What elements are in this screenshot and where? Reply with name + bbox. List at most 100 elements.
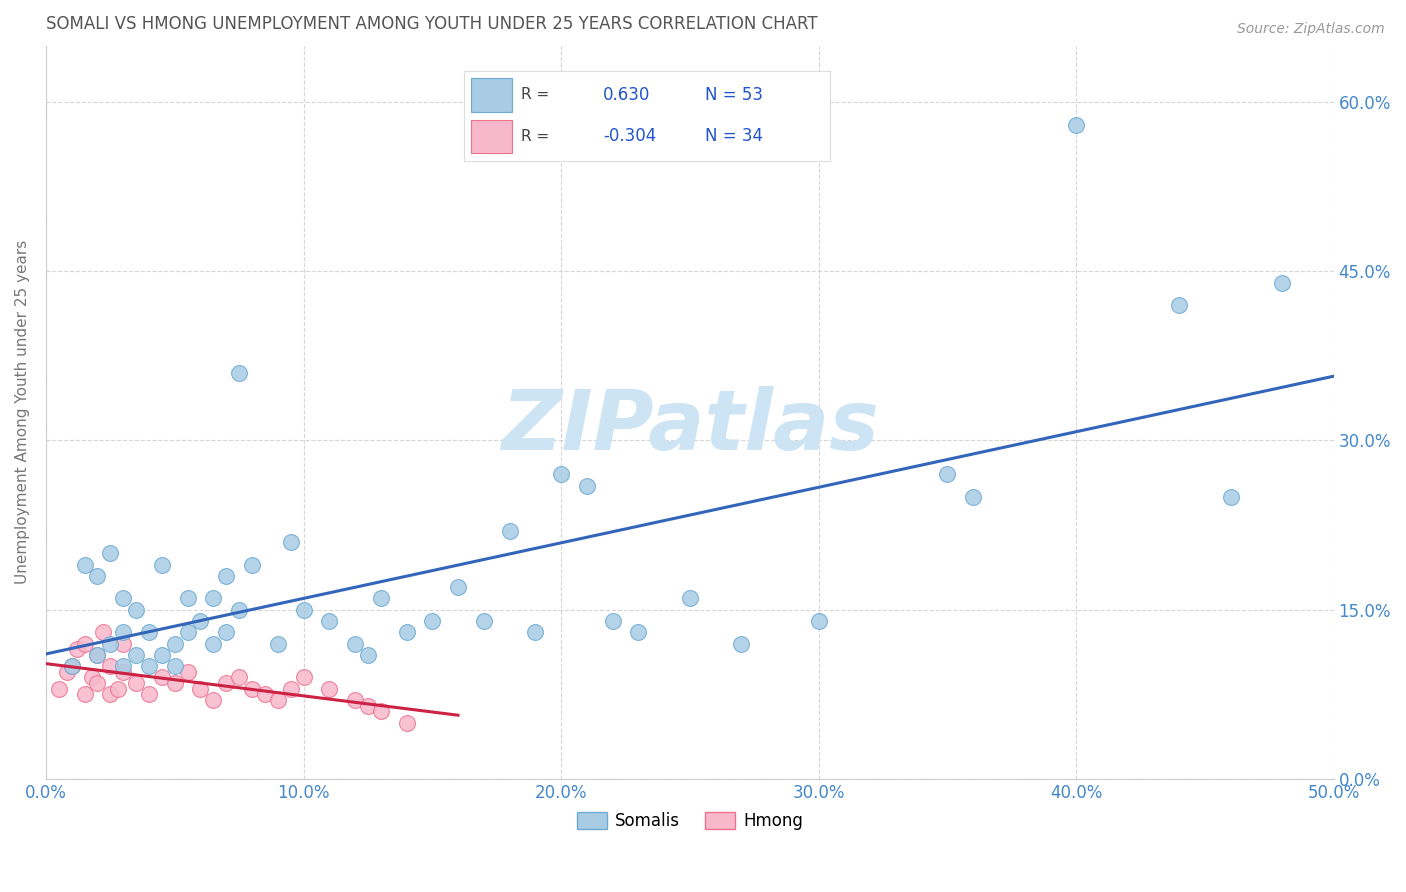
- Legend: Somalis, Hmong: Somalis, Hmong: [569, 805, 810, 837]
- Point: [138, 625, 160, 640]
- Point: [98, 546, 121, 560]
- Point: [163, 676, 186, 690]
- Point: [190, 614, 212, 628]
- Point: [91, 625, 114, 640]
- Point: [163, 636, 186, 650]
- Point: [176, 625, 198, 640]
- Point: [936, 467, 959, 482]
- Point: [1219, 490, 1241, 504]
- Point: [962, 490, 984, 504]
- Point: [176, 665, 198, 679]
- Point: [150, 558, 173, 572]
- Point: [48, 681, 70, 696]
- Point: [112, 665, 135, 679]
- Point: [730, 636, 752, 650]
- Point: [73, 636, 96, 650]
- Point: [228, 603, 250, 617]
- Point: [125, 603, 148, 617]
- Text: 0.630: 0.630: [603, 86, 650, 103]
- Point: [228, 670, 250, 684]
- Point: [357, 698, 380, 713]
- Point: [82, 670, 104, 684]
- Point: [1064, 118, 1087, 132]
- Point: [112, 625, 135, 640]
- Point: [176, 591, 198, 606]
- Point: [1271, 276, 1294, 290]
- Point: [240, 681, 263, 696]
- Point: [679, 591, 702, 606]
- Point: [98, 659, 121, 673]
- Point: [150, 670, 173, 684]
- Point: [66, 642, 89, 657]
- Text: R =: R =: [520, 87, 548, 102]
- Point: [267, 693, 290, 707]
- Point: [60, 659, 83, 673]
- Point: [807, 614, 830, 628]
- Point: [138, 687, 160, 701]
- Point: [343, 636, 366, 650]
- Text: R =: R =: [520, 129, 548, 144]
- Point: [215, 676, 238, 690]
- Point: [318, 681, 340, 696]
- Point: [112, 591, 135, 606]
- Point: [420, 614, 443, 628]
- Point: [357, 648, 380, 662]
- Text: ZIPatlas: ZIPatlas: [501, 386, 879, 467]
- Point: [125, 676, 148, 690]
- Y-axis label: Unemployment Among Youth under 25 years: Unemployment Among Youth under 25 years: [15, 240, 30, 584]
- Point: [202, 591, 225, 606]
- Point: [150, 648, 173, 662]
- Point: [202, 693, 225, 707]
- Text: SOMALI VS HMONG UNEMPLOYMENT AMONG YOUTH UNDER 25 YEARS CORRELATION CHART: SOMALI VS HMONG UNEMPLOYMENT AMONG YOUTH…: [46, 15, 818, 33]
- Point: [202, 636, 225, 650]
- Point: [370, 591, 392, 606]
- Point: [472, 614, 495, 628]
- Point: [280, 535, 302, 549]
- Text: N = 34: N = 34: [706, 128, 763, 145]
- Point: [524, 625, 547, 640]
- Point: [86, 648, 108, 662]
- Point: [343, 693, 366, 707]
- Point: [190, 681, 212, 696]
- Point: [86, 676, 108, 690]
- Point: [267, 636, 290, 650]
- Point: [215, 569, 238, 583]
- Point: [1168, 298, 1191, 312]
- Point: [253, 687, 276, 701]
- Point: [163, 659, 186, 673]
- Point: [395, 715, 418, 730]
- Point: [107, 681, 129, 696]
- Point: [292, 670, 315, 684]
- Point: [60, 659, 83, 673]
- Point: [86, 569, 108, 583]
- Bar: [471, 78, 512, 112]
- Point: [125, 648, 148, 662]
- Point: [138, 659, 160, 673]
- Point: [112, 636, 135, 650]
- Point: [627, 625, 650, 640]
- Point: [98, 636, 121, 650]
- Point: [498, 524, 520, 538]
- Point: [550, 467, 572, 482]
- Point: [98, 687, 121, 701]
- Point: [575, 478, 598, 492]
- Point: [602, 614, 624, 628]
- Point: [447, 580, 470, 594]
- Point: [55, 665, 77, 679]
- Point: [215, 625, 238, 640]
- Point: [292, 603, 315, 617]
- Point: [73, 558, 96, 572]
- Text: -0.304: -0.304: [603, 128, 657, 145]
- Point: [280, 681, 302, 696]
- Text: Source: ZipAtlas.com: Source: ZipAtlas.com: [1237, 22, 1385, 37]
- Point: [112, 659, 135, 673]
- Point: [228, 366, 250, 380]
- Point: [73, 687, 96, 701]
- Point: [370, 704, 392, 718]
- Point: [86, 648, 108, 662]
- Point: [318, 614, 340, 628]
- Bar: [471, 120, 512, 153]
- Point: [240, 558, 263, 572]
- Point: [395, 625, 418, 640]
- Text: N = 53: N = 53: [706, 86, 763, 103]
